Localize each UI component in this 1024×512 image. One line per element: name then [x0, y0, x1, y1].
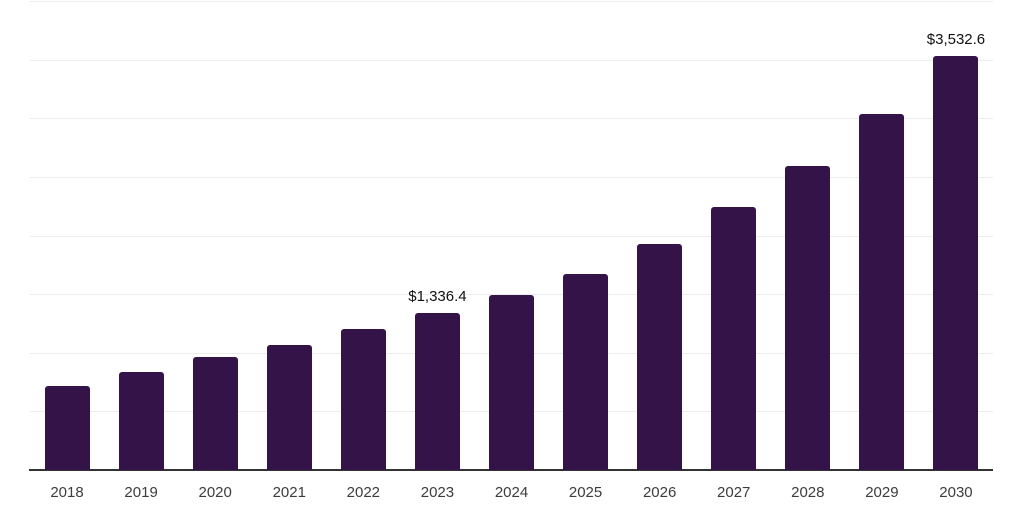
- bar-2021: [266, 344, 312, 470]
- bar-value-label-2023: $1,336.4: [408, 288, 467, 306]
- x-tick-label-2030: 2030: [939, 484, 973, 501]
- bar-2030: [933, 55, 979, 470]
- bar-2025: [563, 273, 609, 470]
- x-tick-label-2024: 2024: [494, 484, 529, 501]
- x-tick-label-2018: 2018: [50, 484, 84, 501]
- bar-2023: [414, 313, 460, 470]
- bar-2029: [859, 114, 905, 470]
- x-tick-label-2028: 2028: [791, 484, 825, 501]
- gridline: [30, 176, 993, 178]
- plot-area: $1,336.4 $3,532.6: [29, 0, 993, 471]
- gridline: [30, 59, 993, 61]
- x-tick-label-2020: 2020: [198, 484, 232, 501]
- x-tick-label-2023: 2023: [420, 484, 455, 501]
- bar-2026: [637, 243, 683, 470]
- bar-value-label-2030: $3,532.6: [926, 30, 986, 48]
- bar-2022: [340, 329, 386, 470]
- x-tick-label-2022: 2022: [346, 484, 381, 501]
- x-tick-label-2021: 2021: [272, 484, 306, 501]
- x-tick-label-2019: 2019: [124, 484, 158, 501]
- x-tick-label-2027: 2027: [717, 484, 751, 501]
- bar-2019: [118, 372, 164, 470]
- bar-2020: [192, 357, 238, 470]
- x-tick-label-2026: 2026: [642, 484, 677, 501]
- gridline: [30, 235, 993, 237]
- x-axis-line: [29, 469, 993, 471]
- bar-2024: [489, 294, 534, 470]
- bar-2027: [711, 206, 757, 470]
- bar-2018: [44, 386, 90, 470]
- x-tick-label-2025: 2025: [568, 484, 603, 501]
- gridline: [30, 118, 993, 120]
- gridline: [30, 1, 993, 2]
- bar-2028: [785, 165, 831, 470]
- x-tick-label-2029: 2029: [865, 484, 899, 501]
- gridline: [30, 294, 993, 296]
